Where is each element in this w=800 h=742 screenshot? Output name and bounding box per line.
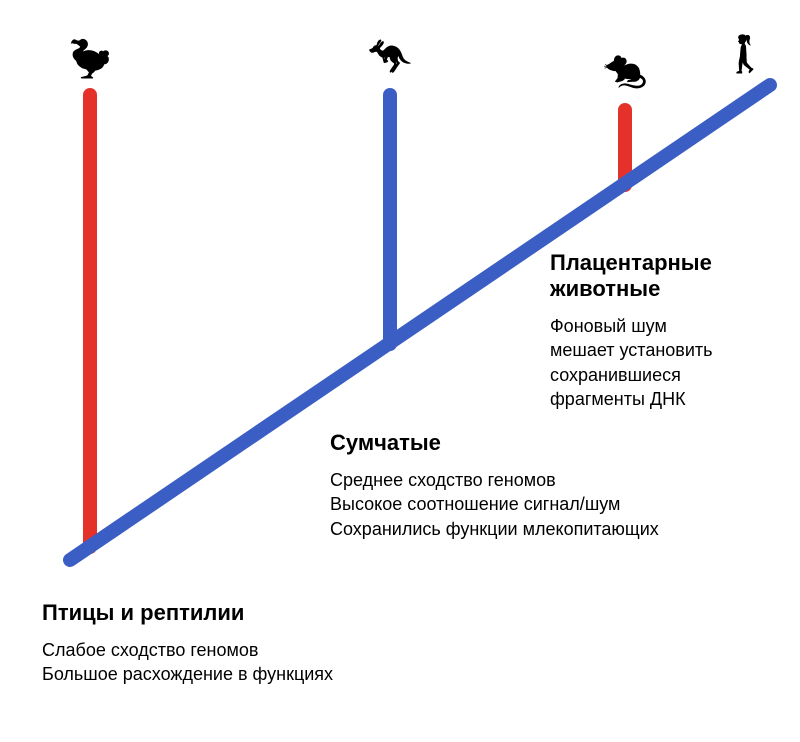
label-marsupials-title: Сумчатые [330,430,659,456]
label-placental: Плацентарныеживотные Фоновый шуммешает у… [550,250,713,411]
human-icon: 🚶‍♀️ [723,33,768,75]
kangaroo-icon: 🦘 [368,36,413,78]
label-birds-desc: Слабое сходство геномовБольшое расхожден… [42,638,333,687]
bird-icon: 🦤 [68,38,113,80]
phylogeny-diagram: 🦤 🦘 🐀 🚶‍♀️ Плацентарныеживотные Фоновый … [0,0,800,742]
label-marsupials: Сумчатые Среднее сходство геномовВысокое… [330,430,659,541]
label-birds: Птицы и рептилии Слабое сходство геномов… [42,600,333,687]
label-placental-title: Плацентарныеживотные [550,250,713,302]
label-marsupials-desc: Среднее сходство геномовВысокое соотноше… [330,468,659,541]
label-birds-title: Птицы и рептилии [42,600,333,626]
label-placental-desc: Фоновый шуммешает установитьсохранившиес… [550,314,713,411]
rodent-icon: 🐀 [603,48,648,90]
